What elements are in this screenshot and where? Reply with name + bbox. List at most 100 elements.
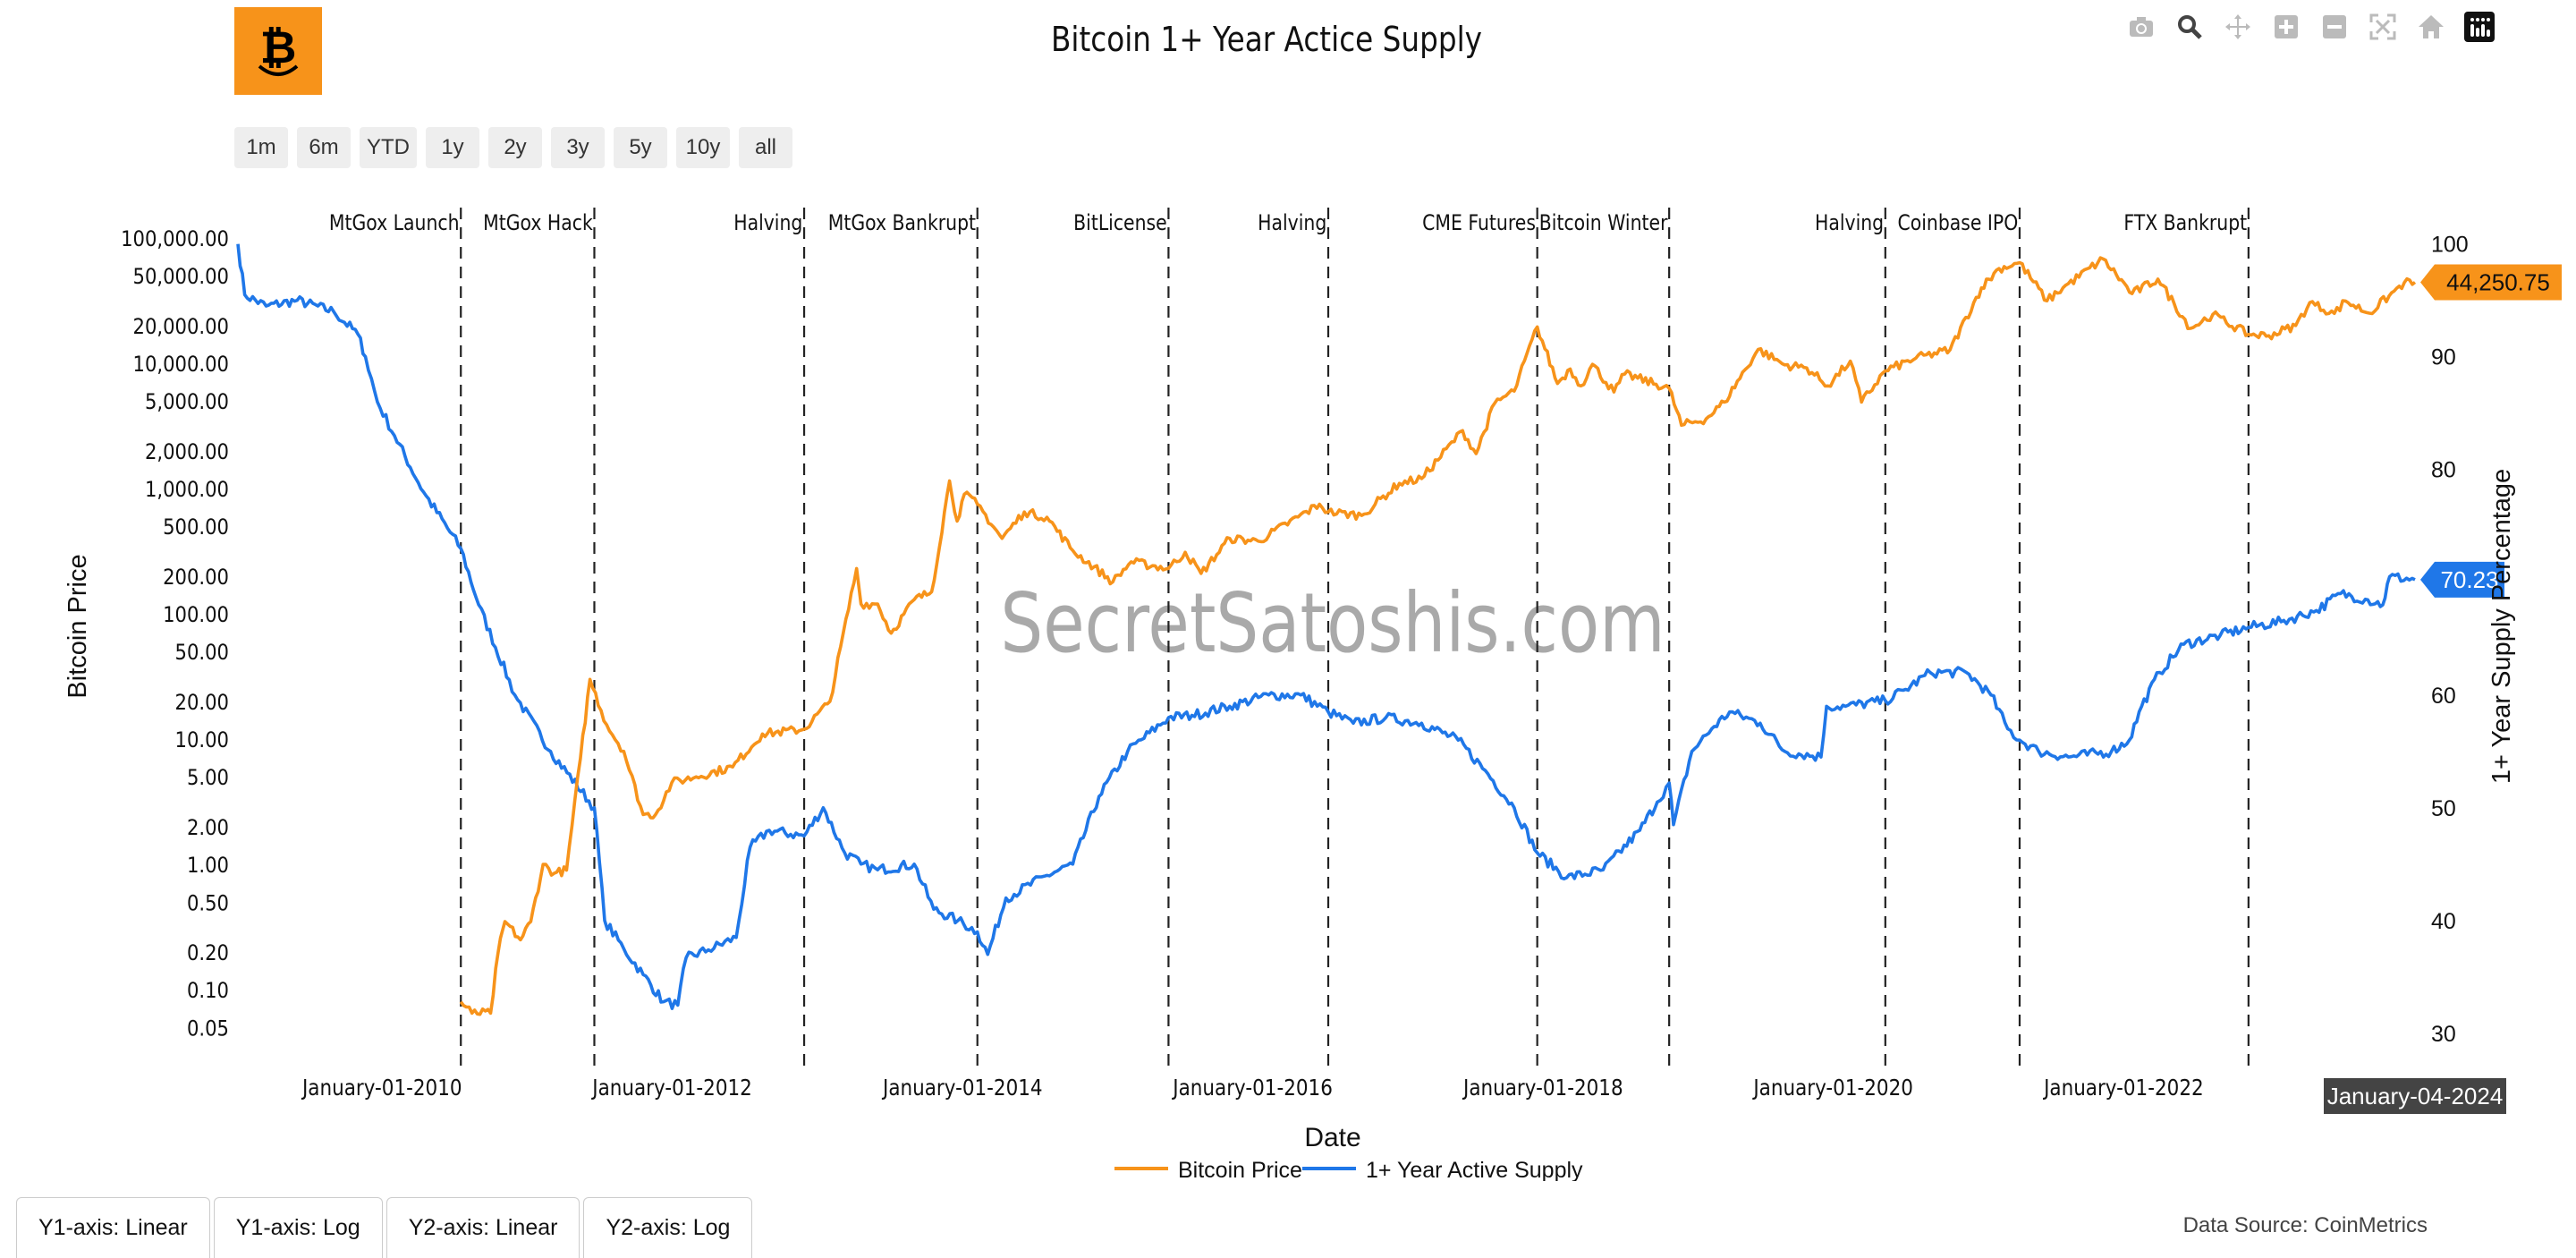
- event-label: Halving: [1258, 210, 1326, 235]
- event-label: MtGox Bankrupt: [828, 210, 977, 235]
- y-tick-label: 0.50: [187, 891, 229, 916]
- y2-tick-label: 80: [2431, 458, 2456, 483]
- range-button-1y[interactable]: 1y: [426, 127, 479, 168]
- legend-label-bitcoin-price: Bitcoin Price: [1178, 1158, 1302, 1181]
- y-tick-label: 200.00: [163, 565, 229, 591]
- data-source: Data Source: CoinMetrics: [2182, 1213, 2428, 1237]
- end-label-bitcoin-price: 44,250.75: [2420, 264, 2562, 301]
- hover-date-text: January-04-2024: [2327, 1083, 2504, 1109]
- hover-date-label: January-04-2024: [2324, 1078, 2506, 1114]
- range-button-10y[interactable]: 10y: [676, 127, 730, 168]
- x-tick-label: January-01-2010: [301, 1075, 462, 1101]
- y2-axis-title: 1+ Year Supply Percentage: [2487, 469, 2516, 784]
- y-tick-label: 2.00: [187, 816, 229, 841]
- range-button-ytd[interactable]: YTD: [360, 127, 417, 168]
- y2-tick-label: 90: [2431, 345, 2456, 370]
- y-tick-label: 500.00: [163, 515, 229, 540]
- y-tick-label: 100,000.00: [121, 227, 229, 252]
- x-tick-label: January-01-2018: [1462, 1075, 1623, 1101]
- y-axis-title: Bitcoin Price: [64, 554, 92, 698]
- series-line-bitcoin-price: [459, 256, 2417, 1016]
- modebar: [2125, 11, 2496, 43]
- y-tick-label: 0.20: [187, 941, 229, 966]
- end-label-active-supply: 70.23: [2420, 561, 2504, 598]
- home-icon[interactable]: [2415, 11, 2447, 43]
- y2-tick-label: 50: [2431, 796, 2456, 821]
- legend-item-bitcoin-price[interactable]: Bitcoin Price: [1114, 1158, 1302, 1181]
- logo: ₿: [234, 7, 322, 95]
- range-button-1m[interactable]: 1m: [234, 127, 288, 168]
- range-button-3y[interactable]: 3y: [551, 127, 605, 168]
- y2-tick-label: 60: [2431, 684, 2456, 709]
- svg-text:₿: ₿: [260, 21, 297, 73]
- y-tick-label: 10,000.00: [133, 353, 229, 378]
- event-label: Bitcoin Winter: [1539, 210, 1668, 235]
- range-selector: 1m 6m YTD 1y 2y 3y 5y 10y all: [234, 127, 792, 168]
- range-button-6m[interactable]: 6m: [297, 127, 351, 168]
- y-tick-label: 0.05: [187, 1016, 229, 1041]
- x-axis-title: Date: [1304, 1123, 1360, 1152]
- y1-linear-button[interactable]: Y1-axis: Linear: [16, 1197, 210, 1258]
- event-label: MtGox Launch: [329, 210, 460, 235]
- zoom-icon[interactable]: [2174, 11, 2206, 43]
- y2-tick-label: 100: [2431, 233, 2469, 258]
- legend-item-active-supply[interactable]: 1+ Year Active Supply: [1302, 1158, 1583, 1181]
- end-label-bitcoin-price-box: [2420, 264, 2562, 301]
- y2-tick-label: 30: [2431, 1022, 2456, 1047]
- bitcoin-smile-logo-icon: ₿: [258, 21, 299, 76]
- y2-axis-ticks: 10090807060504030: [2431, 233, 2469, 1047]
- y-tick-label: 50.00: [175, 641, 229, 666]
- end-label-active-supply-box: [2420, 561, 2504, 598]
- series-layer: [236, 243, 2417, 1016]
- y2-linear-button[interactable]: Y2-axis: Linear: [386, 1197, 580, 1258]
- y-tick-label: 2,000.00: [145, 440, 229, 465]
- y-tick-label: 20,000.00: [133, 315, 229, 340]
- end-label-bitcoin-price-text: 44,250.75: [2446, 269, 2550, 296]
- y-tick-label: 1,000.00: [145, 478, 229, 503]
- event-label: Halving: [1815, 210, 1884, 235]
- event-lines: MtGox Launch MtGox Hack Halving MtGox Bankr…: [329, 208, 2250, 1067]
- legend-label-active-supply: 1+ Year Active Supply: [1366, 1158, 1583, 1181]
- range-button-5y[interactable]: 5y: [614, 127, 667, 168]
- range-button-2y[interactable]: 2y: [488, 127, 542, 168]
- plot-area: SecretSatoshis.com MtGox Launch MtGox Hac…: [64, 208, 2562, 1181]
- series-line-active-supply: [236, 243, 2416, 1010]
- y2-tick-label: 40: [2431, 909, 2456, 934]
- event-label: CME Futures: [1422, 210, 1536, 235]
- x-tick-label: January-01-2014: [881, 1075, 1042, 1101]
- y-tick-label: 10.00: [175, 728, 229, 753]
- event-label: Coinbase IPO: [1898, 210, 2019, 235]
- pan-icon[interactable]: [2222, 11, 2254, 43]
- y-tick-label: 5.00: [187, 766, 229, 791]
- axis-scale-bar: Y1-axis: Linear Y1-axis: Log Y2-axis: Li…: [16, 1197, 753, 1258]
- x-tick-label: January-01-2020: [1751, 1075, 1912, 1101]
- legend: Bitcoin Price 1+ Year Active Supply: [1114, 1158, 1583, 1181]
- x-axis-ticks: January-01-2010 January-01-2012 January-01…: [301, 1075, 2204, 1101]
- watermark: SecretSatoshis.com: [1000, 575, 1665, 671]
- plotly-logo-icon[interactable]: [2463, 11, 2496, 43]
- camera-icon[interactable]: [2125, 11, 2157, 43]
- event-label: Halving: [733, 210, 802, 235]
- x-tick-label: January-01-2016: [1171, 1075, 1332, 1101]
- x-tick-label: January-01-2022: [2042, 1075, 2203, 1101]
- hover-date-box: [2324, 1078, 2506, 1114]
- event-label: BitLicense: [1073, 210, 1167, 235]
- y1-log-button[interactable]: Y1-axis: Log: [213, 1197, 383, 1258]
- event-label: FTX Bankrupt: [2123, 210, 2247, 235]
- end-label-active-supply-text: 70.23: [2440, 566, 2498, 593]
- zoom-in-icon[interactable]: [2270, 11, 2302, 43]
- y-tick-label: 0.10: [187, 979, 229, 1004]
- end-labels: 44,250.75 70.23 January-04-2024: [2324, 264, 2562, 1114]
- y2-log-button[interactable]: Y2-axis: Log: [583, 1197, 753, 1258]
- range-button-all[interactable]: all: [739, 127, 792, 168]
- y-tick-label: 1.00: [187, 854, 229, 879]
- y-axis-ticks: 100,000.00 50,000.00 20,000.00 10,000.00 5,0…: [121, 227, 229, 1041]
- y-tick-label: 50,000.00: [133, 265, 229, 290]
- autoscale-icon[interactable]: [2367, 11, 2399, 43]
- chart-title: Bitcoin 1+ Year Actice Supply: [1050, 20, 1483, 59]
- zoom-out-icon[interactable]: [2318, 11, 2351, 43]
- y-tick-label: 20.00: [175, 691, 229, 716]
- y-tick-label: 100.00: [163, 603, 229, 628]
- x-tick-label: January-01-2012: [590, 1075, 751, 1101]
- event-label: MtGox Hack: [483, 210, 593, 235]
